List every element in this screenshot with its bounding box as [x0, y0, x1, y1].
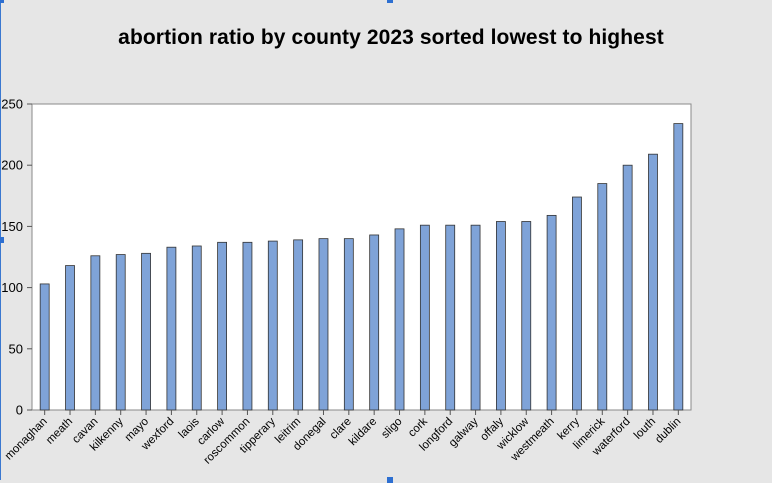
bar-galway [470, 224, 481, 411]
y-tick-label: 0 [16, 403, 23, 418]
bar-donegal [318, 238, 329, 411]
bar-limerick [597, 183, 608, 411]
bar-monaghan [39, 283, 50, 411]
y-tick-label: 150 [1, 219, 23, 234]
bar-dublin [673, 123, 684, 411]
bar-longford [445, 224, 456, 411]
x-tick-label: dublin [653, 416, 683, 446]
bar-kilkenny [115, 254, 126, 411]
bar-tipperary [267, 240, 278, 411]
x-tick-label: kildare [347, 416, 379, 448]
y-axis: 0 50 100 150 200 250 [1, 97, 32, 418]
x-tick-label: sligo [379, 416, 404, 441]
bar-offaly [496, 221, 506, 411]
bar-wexford [166, 246, 177, 411]
x-tick-label: galway [447, 415, 481, 449]
bar-wicklow [521, 221, 532, 411]
bar-waterford [622, 164, 633, 411]
y-tick-label: 100 [1, 280, 23, 295]
bar-sligo [394, 228, 405, 411]
bar-mayo [141, 252, 151, 411]
bar-clare [343, 238, 354, 411]
bars [39, 123, 684, 411]
y-tick-label: 250 [1, 97, 23, 112]
plot-area [31, 103, 692, 411]
bar-leitrim [293, 239, 304, 411]
x-tick-label: meath [44, 416, 75, 447]
y-tick-label: 200 [1, 158, 23, 173]
bar-kildare [369, 234, 380, 411]
bar-cavan [90, 255, 101, 411]
x-tick-label: monaghan [3, 416, 50, 463]
bar-louth [648, 153, 658, 411]
chart-title: abortion ratio by county 2023 sorted low… [118, 26, 664, 49]
bar-westmeath [546, 214, 557, 411]
bar-kerry [572, 196, 582, 411]
y-tick-label: 50 [9, 341, 23, 356]
bar-carlow [217, 241, 227, 411]
resize-handle-top-left[interactable] [0, 0, 4, 3]
resize-handle-top[interactable] [387, 0, 393, 3]
bar-cork [419, 224, 430, 411]
bar-roscommon [242, 241, 253, 411]
bar-laois [191, 245, 202, 411]
bar-meath [65, 265, 75, 411]
resize-handle-left[interactable] [0, 237, 4, 243]
